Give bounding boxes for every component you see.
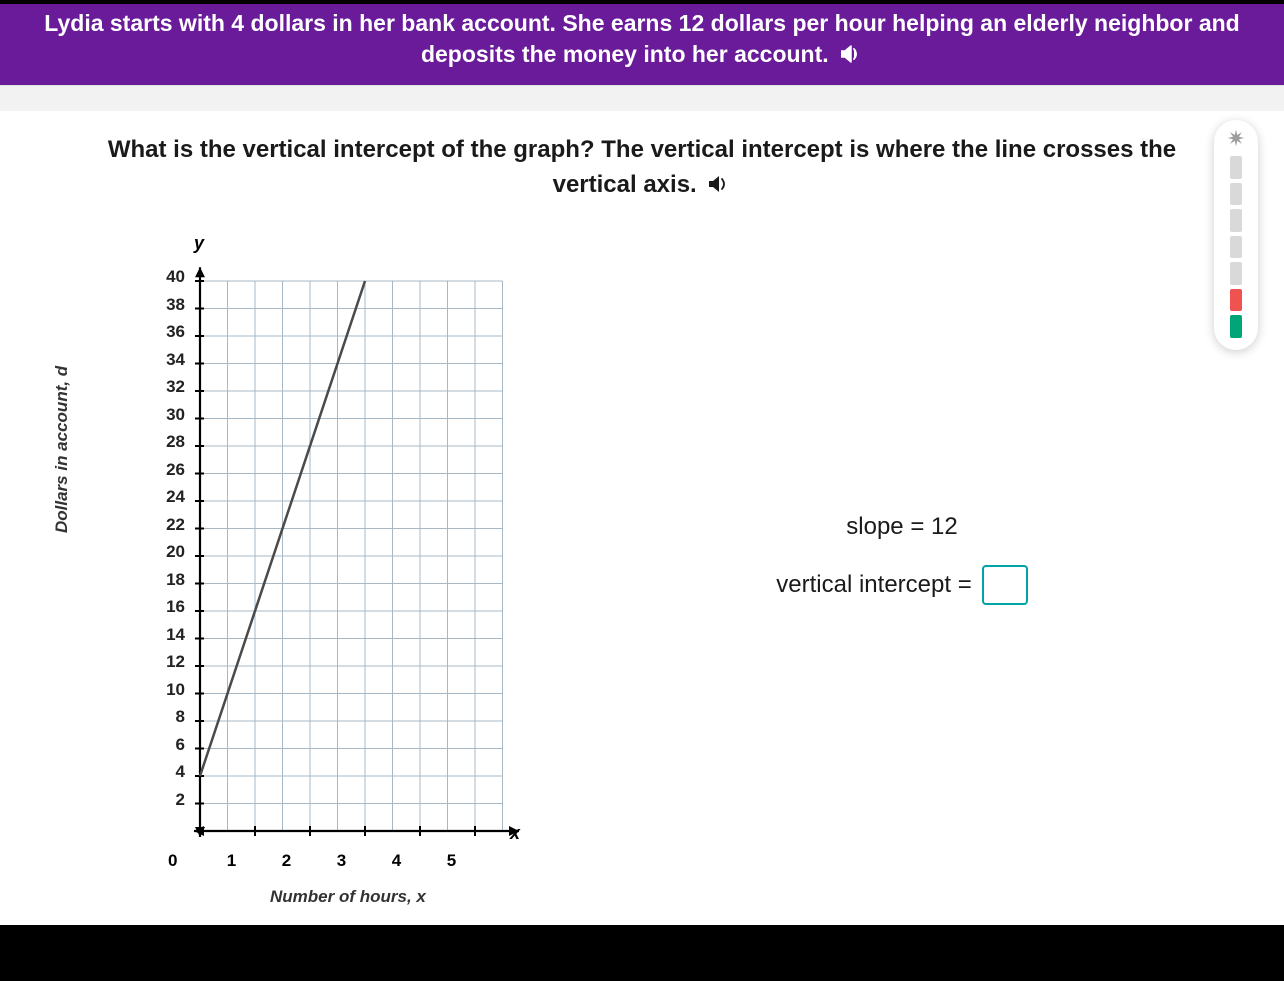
question-text: What is the vertical intercept of the gr… — [92, 133, 1192, 203]
progress-segment — [1230, 289, 1242, 312]
audio-icon[interactable] — [841, 40, 863, 71]
y-tick: 2 — [145, 786, 185, 814]
progress-segment — [1230, 209, 1242, 232]
problem-header: Lydia starts with 4 dollars in her bank … — [0, 0, 1284, 85]
x-tick: 2 — [259, 851, 314, 871]
y-tick: 14 — [145, 621, 185, 649]
y-tick: 38 — [145, 291, 185, 319]
slope-value: 12 — [931, 513, 958, 540]
plot-svg — [190, 257, 513, 841]
slope-label: slope = — [846, 513, 931, 540]
y-tick: 24 — [145, 483, 185, 511]
y-axis-name: y — [194, 233, 204, 254]
y-tick: 26 — [145, 456, 185, 484]
question-area: What is the vertical intercept of the gr… — [0, 111, 1284, 213]
progress-segment — [1230, 183, 1242, 206]
burst-icon: ✷ — [1227, 128, 1245, 150]
intercept-label: vertical intercept = — [776, 571, 971, 599]
intercept-input[interactable] — [982, 565, 1028, 605]
y-tick: 8 — [145, 703, 185, 731]
y-tick: 6 — [145, 731, 185, 759]
slope-display: slope = 12 — [846, 513, 957, 541]
x-axis-label: Number of hours, x — [270, 887, 426, 907]
content-area: y x Dollars in account, d Number of hour… — [0, 213, 1284, 913]
progress-indicator[interactable]: ✷ — [1214, 120, 1258, 350]
y-tick: 22 — [145, 511, 185, 539]
answer-column: slope = 12 vertical intercept = — [580, 233, 1224, 605]
question-text-content: What is the vertical intercept of the gr… — [108, 136, 1176, 198]
y-tick: 10 — [145, 676, 185, 704]
x-tick: 4 — [369, 851, 424, 871]
x-tick: 5 — [424, 851, 479, 871]
problem-header-text: Lydia starts with 4 dollars in her bank … — [44, 10, 1239, 67]
progress-segments — [1230, 154, 1242, 340]
progress-segment — [1230, 315, 1242, 338]
y-tick: 32 — [145, 373, 185, 401]
intercept-row: vertical intercept = — [776, 565, 1027, 605]
y-tick: 20 — [145, 538, 185, 566]
progress-segment — [1230, 262, 1242, 285]
y-tick: 40 — [145, 263, 185, 291]
y-tick: 18 — [145, 566, 185, 594]
x-tick: 3 — [314, 851, 369, 871]
y-tick: 28 — [145, 428, 185, 456]
progress-segment — [1230, 236, 1242, 259]
y-tick-labels: 403836343230282624222018161412108642 — [145, 263, 185, 813]
chart-column: y x Dollars in account, d Number of hour… — [60, 233, 580, 913]
y-tick: 36 — [145, 318, 185, 346]
divider-band — [0, 85, 1284, 111]
y-tick: 30 — [145, 401, 185, 429]
x-tick: 1 — [204, 851, 259, 871]
y-axis-label: Dollars in account, d — [52, 366, 72, 533]
progress-segment — [1230, 156, 1242, 179]
y-tick: 16 — [145, 593, 185, 621]
y-tick: 34 — [145, 346, 185, 374]
y-tick: 4 — [145, 758, 185, 786]
chart: y x Dollars in account, d Number of hour… — [60, 233, 560, 913]
x-tick-labels: 12345 — [204, 851, 479, 871]
origin-label: 0 — [168, 851, 177, 871]
y-tick: 12 — [145, 648, 185, 676]
audio-icon[interactable] — [709, 172, 731, 199]
footer-bar — [0, 925, 1284, 981]
